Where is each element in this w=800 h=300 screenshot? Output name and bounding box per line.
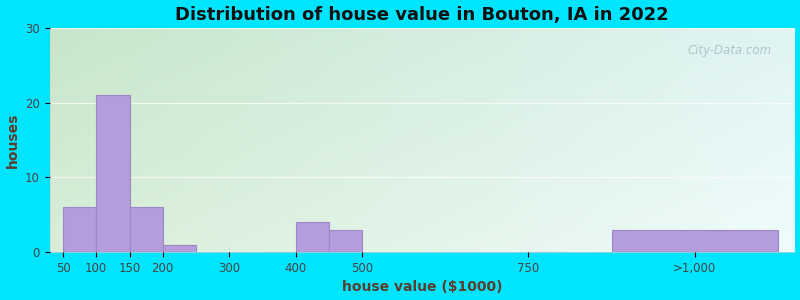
Bar [162,245,196,252]
Bar [296,222,329,252]
X-axis label: house value ($1000): house value ($1000) [342,280,502,294]
Text: City-Data.com: City-Data.com [688,44,772,57]
Title: Distribution of house value in Bouton, IA in 2022: Distribution of house value in Bouton, I… [175,6,669,24]
Bar [130,207,162,252]
Y-axis label: houses: houses [6,112,19,168]
Bar [611,230,778,252]
Bar [96,95,130,252]
Bar [329,230,362,252]
Bar [63,207,96,252]
